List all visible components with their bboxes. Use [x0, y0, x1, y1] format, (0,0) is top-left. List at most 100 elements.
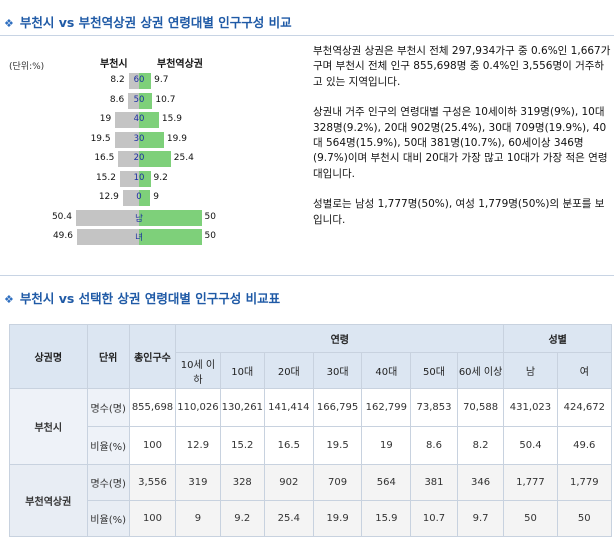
table-cell: 100 [128, 426, 177, 465]
table-cell: 19 [361, 426, 412, 465]
table-cell: 424,672 [556, 388, 613, 427]
table-cell: 564 [361, 464, 412, 501]
table-cell: 709 [312, 464, 363, 501]
header-gender-col: 남 [503, 352, 558, 389]
header-gender-col: 여 [556, 352, 613, 389]
area-name: 부천역상권 [9, 464, 88, 537]
pyramid-value-left: 19.5 [90, 134, 111, 144]
pyramid-value-left: 49.6 [52, 231, 73, 241]
table-cell: 8.6 [410, 426, 458, 465]
pyramid-category-label: 남 [135, 214, 143, 224]
pyramid-category-label: 50 [133, 95, 145, 105]
pyramid-bar-right [139, 229, 202, 245]
table-cell: 8.2 [456, 426, 505, 465]
description-age-breakdown: 상권내 거주 인구의 연령대별 구성은 10세이하 319명(9%), 10대 … [313, 106, 608, 180]
header-unit: 단위 [86, 324, 130, 389]
unit-label: (단위:%) [9, 62, 45, 72]
table-cell: 9.2 [219, 500, 265, 537]
pyramid-category-label: 0 [136, 192, 142, 202]
diamond-bullet-icon: ❖ [4, 293, 14, 306]
pyramid-value-right: 50 [204, 231, 216, 241]
table-row: 비율(%) 100 12.9 15.2 16.5 19.5 19 8.6 8.2… [10, 426, 613, 465]
pyramid-value-right: 50 [204, 212, 216, 222]
pyramid-value-right: 9 [153, 192, 159, 202]
unit-cell: 비율(%) [86, 426, 130, 465]
table-row: 비율(%) 100 9 9.2 25.4 19.9 15.9 10.7 9.7 … [10, 500, 613, 537]
header-age: 연령 [175, 324, 505, 353]
pyramid-bar-left [120, 171, 139, 187]
pyramid-value-right: 25.4 [173, 153, 194, 163]
table-cell: 3,556 [128, 464, 177, 501]
pyramid-bar-right [139, 210, 202, 226]
table-cell: 70,588 [456, 388, 505, 427]
table-cell: 855,698 [128, 388, 177, 427]
pyramid-bar-left [114, 132, 139, 148]
description-summary: 부천역상권 상권은 부천시 전체 297,934가구 중 0.6%인 1,667… [313, 45, 611, 88]
pyramid-bar-right [139, 190, 151, 206]
section-title-text: 부천시 vs 선택한 상권 연령대별 인구구성 비교표 [19, 291, 281, 306]
pyramid-value-left: 12.9 [98, 192, 119, 202]
table-cell: 9 [175, 500, 221, 537]
table-cell: 25.4 [263, 500, 314, 537]
table-cell: 15.2 [219, 426, 265, 465]
pyramid-bar-left [128, 93, 139, 109]
pyramid-bar-left [115, 112, 139, 128]
pyramid-bar-left [76, 210, 139, 226]
pyramid-bar-right [139, 73, 152, 89]
table-cell: 431,023 [503, 388, 558, 427]
divider [0, 275, 614, 276]
table-cell: 15.9 [361, 500, 412, 537]
header-gender: 성별 [503, 324, 612, 353]
table-cell: 1,779 [556, 464, 613, 501]
table-row: 부천역상권 명수(명) 3,556 319 328 902 709 564 38… [9, 464, 613, 537]
header-age-col: 10대 [219, 352, 265, 389]
pyramid-value-left: 15.2 [95, 173, 116, 183]
section-title-text: 부천시 vs 부천역상권 상권 연령대별 인구구성 비교 [19, 15, 292, 30]
pyramid-bar-right [139, 132, 164, 148]
comparison-table: 상권명 단위 총인구수 연령 성별 10세 이하 10대 20대 30대 40대… [9, 324, 613, 537]
table-cell: 16.5 [263, 426, 314, 465]
table-cell: 9.7 [456, 500, 505, 537]
table-cell: 162,799 [361, 388, 412, 427]
right-header: 부천역상권 [157, 59, 203, 70]
header-total: 총인구수 [128, 324, 177, 389]
table-cell: 328 [219, 464, 265, 501]
table-cell: 50.4 [503, 426, 558, 465]
description-gender: 성별로는 남성 1,777명(50%), 여성 1,779명(50%)의 분포를… [313, 198, 605, 226]
pyramid-value-right: 19.9 [166, 134, 187, 144]
section-title-comparison: ❖ 부천시 vs 부천역상권 상권 연령대별 인구구성 비교 [4, 12, 292, 31]
header-age-col: 10세 이하 [175, 352, 221, 389]
table-cell: 1,777 [503, 464, 558, 501]
pyramid-value-right: 9.2 [153, 173, 168, 183]
table-cell: 12.9 [175, 426, 221, 465]
pyramid-category-label: 녀 [135, 233, 143, 243]
left-header: 부천시 [100, 59, 128, 70]
pyramid-bar-right [139, 171, 151, 187]
pyramid-category-label: 40 [133, 114, 145, 124]
pyramid-bar-left [77, 229, 139, 245]
header-age-col: 40대 [361, 352, 412, 389]
table-cell: 19.5 [312, 426, 363, 465]
area-name: 부천시 [9, 388, 88, 465]
pyramid-bar-right [139, 93, 153, 109]
table-cell: 130,261 [219, 388, 265, 427]
pyramid-value-right: 10.7 [155, 95, 176, 105]
unit-cell: 명수(명) [86, 388, 130, 427]
pyramid-bar-right [139, 112, 159, 128]
table-cell: 100 [128, 500, 177, 537]
pyramid-bar-left [122, 190, 139, 206]
header-age-col: 20대 [263, 352, 314, 389]
header-age-col: 50대 [410, 352, 458, 389]
diamond-bullet-icon: ❖ [4, 17, 14, 30]
pyramid-value-left: 19 [99, 114, 112, 124]
table-cell: 319 [175, 464, 221, 501]
table-cell: 50 [503, 500, 558, 537]
header-age-col: 30대 [312, 352, 363, 389]
pyramid-value-left: 8.6 [109, 95, 125, 105]
pyramid-category-label: 30 [133, 134, 145, 144]
table-row: 부천시 명수(명) 855,698 110,026 130,261 141,41… [9, 388, 613, 465]
pyramid-bar-right [139, 151, 171, 167]
header-area: 상권명 [9, 324, 88, 389]
table-cell: 50 [556, 500, 613, 537]
description-panel: 부천역상권 상권은 부천시 전체 297,934가구 중 0.6%인 1,667… [313, 44, 613, 243]
